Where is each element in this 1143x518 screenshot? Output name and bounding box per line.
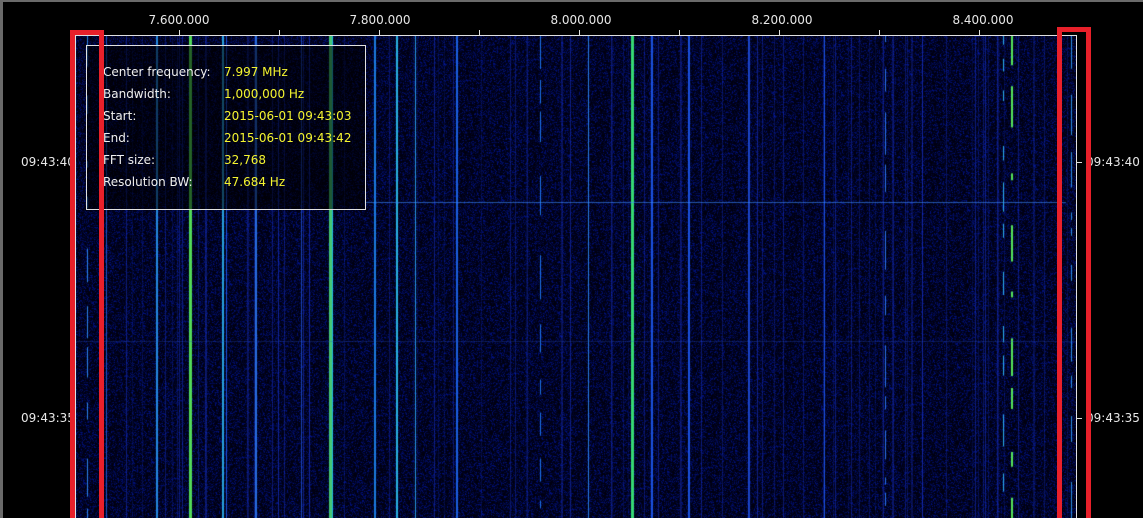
info-value: 32,768 bbox=[224, 153, 266, 167]
freq-tick bbox=[279, 30, 280, 36]
info-value: 1,000,000 Hz bbox=[224, 87, 305, 101]
freq-tick bbox=[579, 30, 580, 36]
freq-tick bbox=[779, 30, 780, 36]
info-key: Bandwidth: bbox=[103, 87, 171, 101]
time-tick bbox=[1076, 418, 1082, 419]
freq-tick-label: 8.000.000 bbox=[550, 13, 612, 27]
freq-tick bbox=[979, 30, 980, 36]
info-value: 47.684 Hz bbox=[224, 175, 286, 189]
info-value: 7.997 MHz bbox=[224, 65, 288, 79]
freq-tick bbox=[879, 30, 880, 36]
highlight-box-left-edge bbox=[70, 30, 104, 518]
info-key: Center frequency: bbox=[103, 65, 211, 79]
info-panel: Center frequency: 7.997 MHz Bandwidth: 1,0… bbox=[86, 45, 366, 210]
freq-tick bbox=[179, 30, 180, 36]
info-key: Resolution BW: bbox=[103, 175, 193, 189]
time-tick-label-right: 09:43:35 bbox=[1086, 411, 1140, 425]
info-key: End: bbox=[103, 131, 130, 145]
freq-tick-label: 7.800.000 bbox=[349, 13, 411, 27]
time-tick-label-left: 09:43:35 bbox=[21, 411, 75, 425]
freq-tick bbox=[679, 30, 680, 36]
freq-tick-label: 8.400.000 bbox=[952, 13, 1014, 27]
highlight-box-right-edge bbox=[1057, 27, 1091, 518]
freq-tick-label: 7.600.000 bbox=[148, 13, 210, 27]
info-value: 2015-06-01 09:43:42 bbox=[224, 131, 352, 145]
freq-tick bbox=[379, 30, 380, 36]
time-tick bbox=[1076, 162, 1082, 163]
info-key: Start: bbox=[103, 109, 137, 123]
info-key: FFT size: bbox=[103, 153, 156, 167]
time-tick-label-left: 09:43:40 bbox=[21, 155, 75, 169]
freq-tick-label: 8.200.000 bbox=[751, 13, 813, 27]
info-value: 2015-06-01 09:43:03 bbox=[224, 109, 352, 123]
freq-tick bbox=[479, 30, 480, 36]
time-tick-label-right: 09:43:40 bbox=[1086, 155, 1140, 169]
